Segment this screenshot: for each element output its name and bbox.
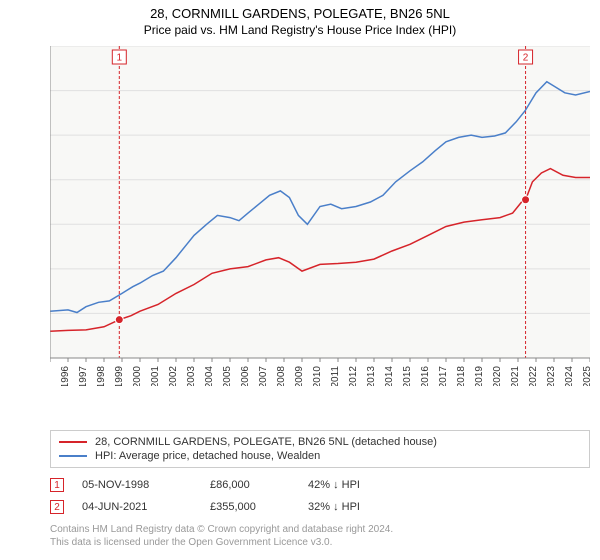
legend: 28, CORNMILL GARDENS, POLEGATE, BN26 5NL… bbox=[50, 430, 590, 468]
svg-text:2013: 2013 bbox=[366, 366, 377, 386]
svg-text:1997: 1997 bbox=[78, 366, 89, 386]
svg-text:2012: 2012 bbox=[348, 366, 359, 386]
sale-pct: 32% ↓ HPI bbox=[308, 501, 418, 513]
sale-marker-number: 2 bbox=[54, 502, 60, 513]
sale-price: £355,000 bbox=[210, 501, 290, 513]
svg-text:2003: 2003 bbox=[186, 366, 197, 386]
svg-text:2007: 2007 bbox=[258, 366, 269, 386]
svg-text:2004: 2004 bbox=[204, 366, 215, 386]
svg-text:2021: 2021 bbox=[510, 366, 521, 386]
footer: Contains HM Land Registry data © Crown c… bbox=[50, 524, 393, 549]
svg-text:2011: 2011 bbox=[330, 366, 341, 386]
sales-row: 1 05-NOV-1998 £86,000 42% ↓ HPI bbox=[50, 474, 590, 496]
chart-container: 28, CORNMILL GARDENS, POLEGATE, BN26 5NL… bbox=[0, 0, 600, 560]
svg-text:2014: 2014 bbox=[384, 366, 395, 386]
footer-line: Contains HM Land Registry data © Crown c… bbox=[50, 524, 393, 537]
svg-text:2019: 2019 bbox=[474, 366, 485, 386]
svg-text:2006: 2006 bbox=[240, 366, 251, 386]
svg-text:1998: 1998 bbox=[96, 366, 107, 386]
svg-text:2015: 2015 bbox=[402, 366, 413, 386]
svg-text:2002: 2002 bbox=[168, 366, 179, 386]
svg-text:1996: 1996 bbox=[60, 366, 71, 386]
legend-label: HPI: Average price, detached house, Weal… bbox=[95, 450, 320, 462]
svg-text:2024: 2024 bbox=[564, 366, 575, 386]
plot-background bbox=[50, 46, 590, 358]
svg-text:2009: 2009 bbox=[294, 366, 305, 386]
svg-text:2022: 2022 bbox=[528, 366, 539, 386]
svg-text:2018: 2018 bbox=[456, 366, 467, 386]
svg-text:2020: 2020 bbox=[492, 366, 503, 386]
sale-price: £86,000 bbox=[210, 479, 290, 491]
svg-text:1: 1 bbox=[117, 53, 123, 64]
legend-item: HPI: Average price, detached house, Weal… bbox=[59, 449, 581, 463]
legend-label: 28, CORNMILL GARDENS, POLEGATE, BN26 5NL… bbox=[95, 436, 437, 448]
svg-text:2005: 2005 bbox=[222, 366, 233, 386]
legend-swatch bbox=[59, 455, 87, 457]
sale-marker-number: 1 bbox=[54, 480, 60, 491]
svg-text:2016: 2016 bbox=[420, 366, 431, 386]
legend-swatch bbox=[59, 441, 87, 443]
svg-text:2008: 2008 bbox=[276, 366, 287, 386]
sale-date: 04-JUN-2021 bbox=[82, 501, 192, 513]
svg-text:2: 2 bbox=[523, 53, 529, 64]
x-ticks: 1995 1996 1997 1998 1999 2000 2001 2002 2003 2004… bbox=[50, 358, 590, 386]
line-chart: £0£100K£200K£300K£400K£500K£600K£700K 19… bbox=[50, 46, 590, 386]
svg-text:2000: 2000 bbox=[132, 366, 143, 386]
sales-table: 1 05-NOV-1998 £86,000 42% ↓ HPI 2 04-JUN… bbox=[50, 474, 590, 518]
svg-text:2010: 2010 bbox=[312, 366, 323, 386]
sale-marker-badge: 2 bbox=[50, 500, 64, 514]
sale-pct: 42% ↓ HPI bbox=[308, 479, 418, 491]
chart-subtitle: Price paid vs. HM Land Registry's House … bbox=[0, 21, 600, 43]
chart-title: 28, CORNMILL GARDENS, POLEGATE, BN26 5NL bbox=[0, 0, 600, 21]
svg-text:2025: 2025 bbox=[582, 366, 590, 386]
svg-text:2001: 2001 bbox=[150, 366, 161, 386]
svg-text:1999: 1999 bbox=[114, 366, 125, 386]
sales-row: 2 04-JUN-2021 £355,000 32% ↓ HPI bbox=[50, 496, 590, 518]
svg-text:2017: 2017 bbox=[438, 366, 449, 386]
svg-text:2023: 2023 bbox=[546, 366, 557, 386]
sale-date: 05-NOV-1998 bbox=[82, 479, 192, 491]
legend-item: 28, CORNMILL GARDENS, POLEGATE, BN26 5NL… bbox=[59, 435, 581, 449]
sale-marker-badge: 1 bbox=[50, 478, 64, 492]
svg-text:1995: 1995 bbox=[50, 366, 53, 386]
footer-line: This data is licensed under the Open Gov… bbox=[50, 537, 393, 550]
